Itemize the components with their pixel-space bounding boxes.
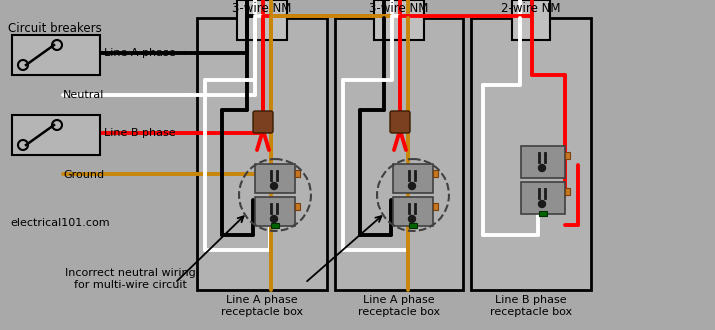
Bar [12, 115, 100, 155]
Bar [374, 0, 424, 40]
Bar [393, 164, 433, 193]
Text: Line B phase: Line B phase [104, 128, 176, 138]
Circle shape [270, 215, 277, 222]
Text: electrical101.com: electrical101.com [10, 218, 109, 228]
Text: Line A phase
receptacle box: Line A phase receptacle box [358, 295, 440, 316]
Text: 3-wire NM: 3-wire NM [232, 2, 292, 15]
FancyBboxPatch shape [253, 111, 273, 133]
Bar [433, 203, 438, 210]
Bar [512, 0, 550, 40]
Circle shape [270, 182, 277, 189]
Bar [393, 197, 433, 226]
Bar [295, 170, 300, 177]
FancyBboxPatch shape [390, 111, 410, 133]
Bar [565, 188, 570, 195]
Circle shape [538, 164, 546, 172]
Bar [255, 197, 295, 226]
Text: Line A phase
receptacle box: Line A phase receptacle box [221, 295, 303, 316]
Text: Incorrect neutral wiring
for multi-wire circuit: Incorrect neutral wiring for multi-wire … [64, 268, 195, 290]
Text: 2-wire NM: 2-wire NM [501, 2, 561, 15]
Bar [197, 18, 327, 290]
Bar [271, 223, 279, 228]
Text: Neutral: Neutral [63, 90, 104, 100]
Text: Circuit breakers: Circuit breakers [8, 22, 102, 35]
Text: Ground: Ground [63, 170, 104, 180]
Bar [12, 35, 100, 75]
Circle shape [538, 201, 546, 208]
Bar [255, 164, 295, 193]
Text: Line B phase
receptacle box: Line B phase receptacle box [490, 295, 572, 316]
Text: 3-wire NM: 3-wire NM [370, 2, 429, 15]
Text: Line A phase: Line A phase [104, 48, 176, 58]
Bar [237, 0, 287, 40]
Bar [295, 203, 300, 210]
Bar [539, 211, 547, 216]
Bar [565, 152, 570, 159]
Bar [521, 146, 565, 178]
Bar [471, 18, 591, 290]
Circle shape [408, 215, 415, 222]
Bar [409, 223, 417, 228]
Bar [521, 182, 565, 214]
Bar [335, 18, 463, 290]
Bar [433, 170, 438, 177]
Circle shape [408, 182, 415, 189]
